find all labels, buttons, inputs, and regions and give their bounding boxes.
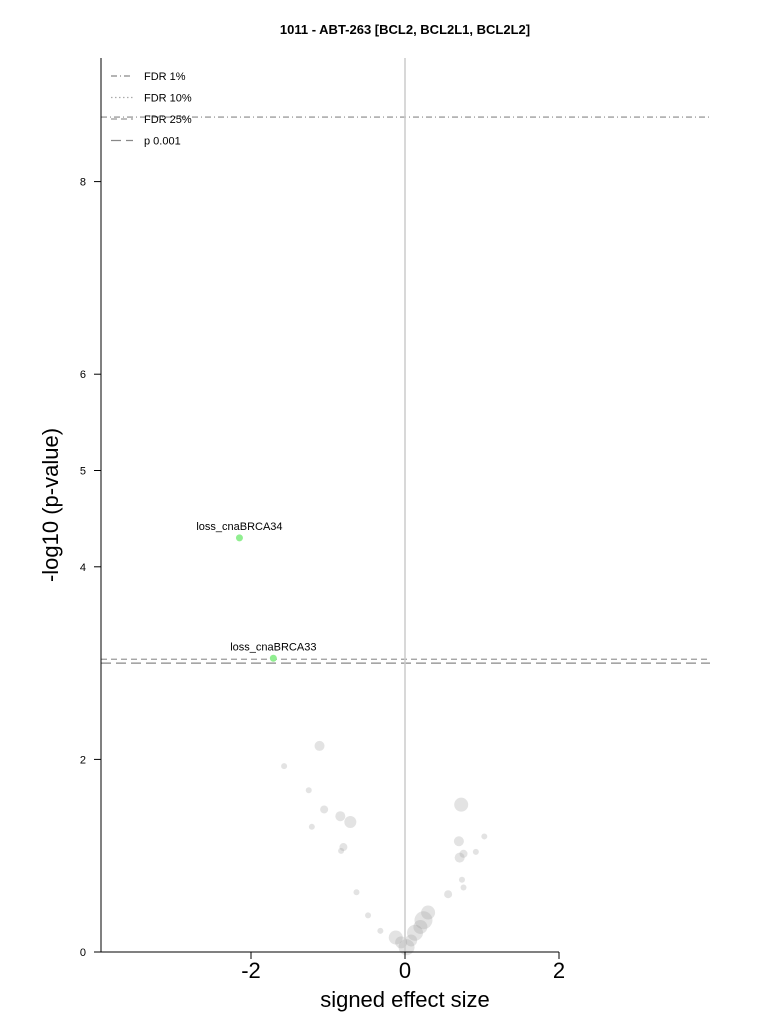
x-tick-label: 2 — [553, 958, 565, 983]
data-point — [377, 927, 384, 934]
point-label: loss_cnaBRCA33 — [230, 641, 316, 653]
legend-label: FDR 25% — [144, 114, 192, 126]
highlighted-point — [269, 654, 277, 662]
chart-title: 1011 - ABT-263 [BCL2, BCL2L1, BCL2L2] — [280, 22, 530, 37]
x-tick-label: -2 — [241, 958, 261, 983]
data-point — [281, 763, 288, 770]
data-point — [454, 797, 469, 812]
y-tick-label: 0 — [80, 947, 86, 959]
legend: FDR 1% FDR 10% FDR 25% p 0.001 — [111, 71, 192, 148]
y-tick-label: 4 — [80, 562, 86, 574]
data-point — [338, 847, 345, 854]
x-axis-ticks: -2 0 2 — [241, 952, 565, 983]
data-point — [453, 836, 464, 847]
data-point — [481, 833, 488, 840]
y-axis-label: -log10 (p-value) — [38, 428, 63, 582]
data-point — [320, 805, 329, 814]
data-point — [407, 924, 424, 941]
data-point — [460, 884, 467, 891]
x-tick-label: 0 — [399, 958, 411, 983]
data-point — [405, 934, 418, 947]
data-point — [395, 936, 408, 949]
y-axis-ticks: 0 2 4 5 6 8 — [80, 177, 101, 959]
data-point — [398, 939, 415, 956]
data-point — [339, 843, 348, 852]
background-points — [281, 740, 488, 956]
data-point — [459, 849, 468, 858]
data-point — [413, 919, 428, 934]
data-point — [414, 911, 433, 930]
highlighted-points: loss_cnaBRCA34 loss_cnaBRCA33 — [196, 521, 316, 662]
y-tick-label: 5 — [80, 466, 86, 478]
data-point — [314, 740, 325, 751]
data-point — [454, 852, 465, 863]
x-axis-label: signed effect size — [320, 987, 490, 1012]
data-point — [335, 811, 346, 822]
data-point — [472, 848, 479, 855]
data-point — [458, 876, 465, 883]
legend-label: FDR 1% — [144, 71, 186, 83]
data-point — [444, 890, 453, 899]
legend-label: p 0.001 — [144, 136, 181, 148]
legend-label: FDR 10% — [144, 93, 192, 105]
data-point — [388, 930, 403, 945]
data-point — [308, 823, 315, 830]
data-point — [365, 912, 372, 919]
data-point — [305, 787, 312, 794]
data-point — [344, 815, 357, 828]
point-label: loss_cnaBRCA34 — [196, 521, 282, 533]
data-point — [421, 905, 436, 920]
y-tick-label: 8 — [80, 177, 86, 189]
highlighted-point — [235, 534, 243, 542]
y-tick-label: 2 — [80, 754, 86, 766]
y-tick-label: 6 — [80, 369, 86, 381]
data-point — [353, 889, 360, 896]
